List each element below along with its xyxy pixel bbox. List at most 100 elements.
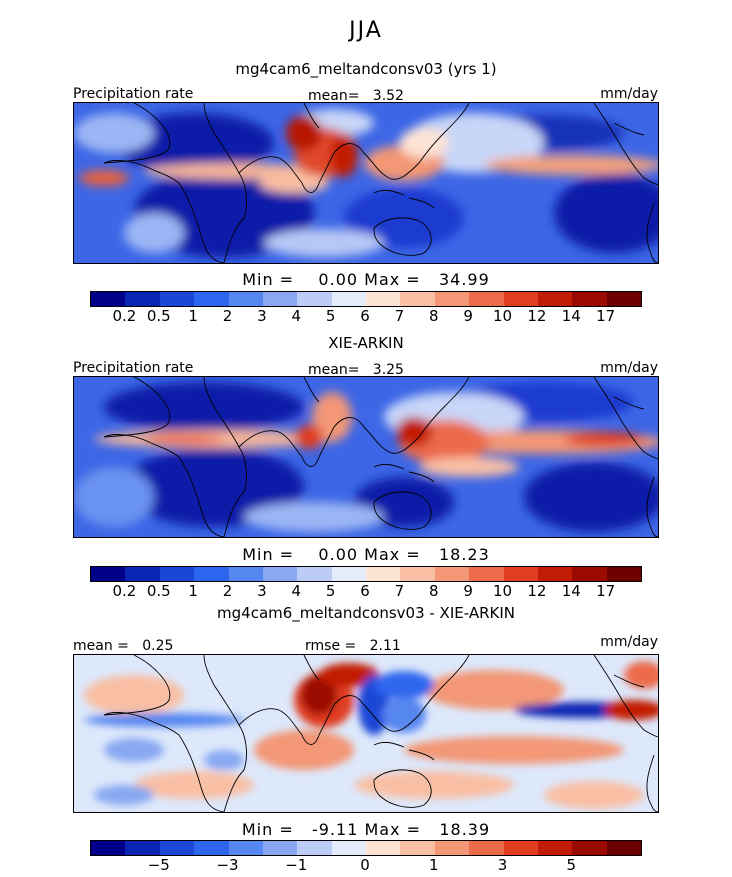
colorbar-tick-label: 1 [188, 582, 198, 600]
colorbar-tick-label: 0.2 [112, 582, 137, 600]
panel-1-units: mm/day [600, 86, 658, 102]
panel-2-units: mm/day [600, 360, 658, 376]
panel-3-min-label: Min = [241, 820, 294, 839]
colorbar-tick-label: 4 [291, 582, 302, 600]
colorbar-tick-label: 3 [257, 307, 267, 325]
colorbar-swatch [262, 567, 298, 581]
panel-2-mean-value: 3.25 [372, 362, 404, 378]
colorbar-tick-label: 14 [561, 307, 581, 325]
colorbar-tick-label: 10 [492, 307, 513, 325]
colorbar-tick-label: 12 [527, 582, 547, 600]
panel-2-colorbar-ticks: 0.2 0.5 1 2 3 4 5 6 7 8 9 10 12 14 17 [90, 582, 640, 600]
colorbar-tick-label: 2 [222, 582, 233, 600]
colorbar-swatch [125, 567, 160, 581]
panel-1-min-max: Min = 0.00 Max = 34.99 [0, 270, 732, 289]
season-title: JJA [349, 18, 383, 43]
colorbar-tick-label: 5 [566, 856, 577, 874]
colorbar-tick-label: 9 [463, 307, 473, 325]
colorbar-swatch [469, 841, 504, 855]
panel-3-mean-value: 0.25 [142, 638, 174, 654]
panel-2-mean: mean= 3.25 [308, 362, 404, 378]
colorbar-swatch [469, 567, 504, 581]
colorbar-swatch [434, 567, 470, 581]
colorbar-swatch [331, 567, 366, 581]
colorbar-tick-label: 6 [360, 582, 370, 600]
colorbar-tick-label: 1 [428, 856, 439, 874]
panel-3-rmse-label: rmse = [305, 638, 357, 654]
panel-1-mean-value: 3.52 [372, 88, 404, 104]
colorbar-tick-label: 17 [596, 582, 616, 600]
panel-3-map [73, 654, 659, 813]
colorbar-swatch [91, 292, 126, 306]
colorbar-tick-label: 3 [257, 582, 267, 600]
colorbar-swatch [469, 292, 504, 306]
colorbar-swatch [159, 841, 195, 855]
colorbar-tick-label: 9 [463, 582, 473, 600]
panel-2-min-label: Min = [242, 545, 295, 564]
colorbar-swatch [606, 292, 641, 306]
colorbar-tick-label: 2 [222, 307, 233, 325]
colorbar-swatch [297, 567, 332, 581]
colorbar-swatch [331, 292, 366, 306]
panel-2-colorbar [90, 566, 642, 582]
colorbar-swatch [366, 841, 401, 855]
colorbar-swatch [400, 292, 435, 306]
panel-3-rmse-value: 2.11 [369, 638, 401, 654]
colorbar-swatch [228, 841, 263, 855]
colorbar-swatch [297, 292, 332, 306]
colorbar-swatch [572, 567, 607, 581]
colorbar-swatch [228, 567, 263, 581]
colorbar-swatch [91, 567, 126, 581]
colorbar-swatch [537, 841, 573, 855]
colorbar-swatch [434, 292, 470, 306]
panel-3-mean-label: mean = [73, 638, 129, 654]
colorbar-tick-label: 12 [527, 307, 547, 325]
colorbar-tick-label: 6 [360, 307, 370, 325]
panel-1-title: mg4cam6_meltandconsv03 (yrs 1) [235, 60, 497, 78]
colorbar-tick-label: 3 [497, 856, 508, 874]
panel-3-rmse: rmse = 2.11 [305, 638, 401, 654]
colorbar-tick-label: 14 [561, 582, 581, 600]
panel-2-max-value: 18.23 [438, 545, 490, 564]
panel-3-colorbar [90, 840, 642, 856]
colorbar-tick-label: 1 [188, 307, 198, 325]
panel-3-title: mg4cam6_meltandconsv03 - XIE-ARKIN [217, 604, 515, 622]
panel-2-max-label: Max = [364, 545, 421, 564]
panel-3-max-value: 18.39 [439, 820, 491, 839]
colorbar-swatch [262, 841, 298, 855]
panel-1-max-label: Max = [364, 270, 421, 289]
colorbar-tick-label: 4 [291, 307, 302, 325]
colorbar-swatch [159, 292, 195, 306]
colorbar-swatch [537, 292, 573, 306]
colorbar-swatch [434, 841, 470, 855]
panel-1-map-field [74, 103, 658, 263]
panel-3-mean: mean = 0.25 [73, 638, 173, 654]
colorbar-tick-label: 17 [596, 307, 616, 325]
panel-2-title: XIE-ARKIN [328, 334, 404, 352]
colorbar-swatch [125, 841, 160, 855]
panel-3-min-max: Min = -9.11 Max = 18.39 [0, 820, 732, 839]
colorbar-swatch [366, 567, 401, 581]
colorbar-swatch [194, 567, 229, 581]
colorbar-swatch [297, 841, 332, 855]
panel-1-max-value: 34.99 [438, 270, 490, 289]
colorbar-swatch [606, 567, 641, 581]
colorbar-swatch [159, 567, 195, 581]
panel-2-map [73, 376, 659, 538]
colorbar-swatch [228, 292, 263, 306]
colorbar-swatch [125, 292, 160, 306]
colorbar-swatch [503, 841, 538, 855]
colorbar-tick-label: 0.5 [146, 307, 171, 325]
colorbar-swatch [572, 292, 607, 306]
colorbar-tick-label: 7 [394, 307, 405, 325]
panel-1-map [73, 102, 659, 264]
panel-1-mean-label: mean= [308, 88, 360, 104]
panel-2-variable-label: Precipitation rate [73, 360, 194, 376]
colorbar-tick-label: 8 [428, 307, 439, 325]
colorbar-swatch [503, 292, 538, 306]
panel-3-min-value: -9.11 [312, 820, 359, 839]
colorbar-tick-label: 0 [360, 856, 370, 874]
panel-2-min-max: Min = 0.00 Max = 18.23 [0, 545, 732, 564]
panel-3-units: mm/day [600, 634, 658, 650]
colorbar-swatch [400, 841, 435, 855]
